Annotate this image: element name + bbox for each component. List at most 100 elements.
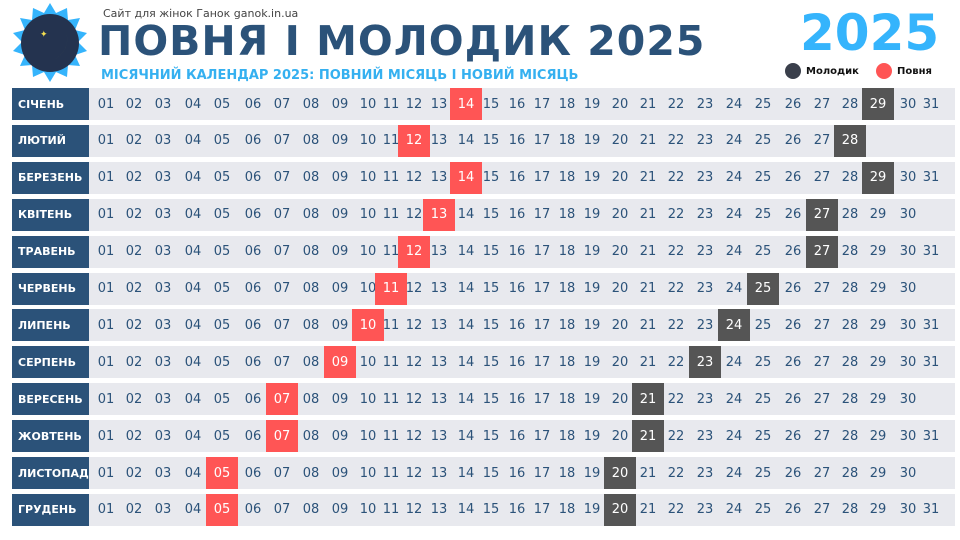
new-moon-day: 29 bbox=[862, 88, 894, 120]
day-cell: 28 bbox=[841, 502, 859, 518]
day-cell: 14 bbox=[457, 244, 475, 260]
day-cell: 30 bbox=[899, 354, 917, 370]
day-cell: 28 bbox=[841, 428, 859, 444]
day-cell: 16 bbox=[508, 354, 526, 370]
day-cell: 14 bbox=[457, 133, 475, 149]
day-cell: 30 bbox=[899, 465, 917, 481]
month-label: ВЕРЕСЕНЬ bbox=[12, 383, 89, 416]
day-cell: 22 bbox=[667, 170, 685, 186]
day-cell: 15 bbox=[482, 207, 500, 223]
day-cell: 18 bbox=[558, 170, 576, 186]
day-cell: 17 bbox=[533, 502, 551, 518]
legend-label: Повня bbox=[897, 65, 932, 77]
day-cell: 05 bbox=[213, 281, 231, 296]
day-cell: 21 bbox=[639, 244, 657, 260]
day-cell: 20 bbox=[611, 391, 629, 407]
day-cell: 13 bbox=[430, 502, 448, 518]
day-cell: 25 bbox=[754, 244, 772, 260]
day-cell: 08 bbox=[302, 354, 320, 370]
day-cell: 01 bbox=[97, 281, 115, 296]
day-cell: 17 bbox=[533, 281, 551, 296]
day-cell: 07 bbox=[273, 170, 291, 186]
day-cell: 18 bbox=[558, 244, 576, 260]
day-cell: 27 bbox=[813, 465, 831, 481]
day-cell: 14 bbox=[457, 391, 475, 407]
day-cell: 05 bbox=[213, 428, 231, 444]
day-cell: 19 bbox=[583, 428, 601, 444]
day-cell: 04 bbox=[184, 133, 202, 149]
day-cell: 14 bbox=[457, 281, 475, 296]
day-cell: 16 bbox=[508, 170, 526, 186]
day-cell: 03 bbox=[154, 133, 172, 149]
day-cell: 24 bbox=[725, 133, 743, 149]
month-row: ЛИСТОПАД 01 02 03 04 05 06 07 08 09 10 11 12 13 14 15 16… bbox=[12, 457, 955, 489]
day-cell: 24 bbox=[725, 428, 743, 444]
new-moon-day: 20 bbox=[604, 493, 636, 526]
day-cell: 12 bbox=[405, 465, 423, 481]
day-cell: 11 bbox=[382, 133, 400, 149]
day-cell: 12 bbox=[405, 317, 423, 333]
day-cell: 08 bbox=[302, 170, 320, 186]
legend-full-moon: Повня bbox=[876, 63, 932, 79]
day-cell: 16 bbox=[508, 244, 526, 260]
day-cell: 25 bbox=[754, 96, 772, 112]
day-cell: 15 bbox=[482, 244, 500, 260]
day-cell: 23 bbox=[696, 502, 714, 518]
day-cell: 12 bbox=[405, 391, 423, 407]
day-cell: 07 bbox=[273, 96, 291, 112]
new-moon-day: 21 bbox=[632, 383, 664, 416]
day-cell: 06 bbox=[244, 281, 262, 296]
day-cell: 04 bbox=[184, 96, 202, 112]
day-cell: 26 bbox=[784, 428, 802, 444]
day-cell: 26 bbox=[784, 465, 802, 481]
day-cell: 18 bbox=[558, 428, 576, 444]
day-cell: 24 bbox=[725, 96, 743, 112]
full-moon-day: 14 bbox=[450, 161, 482, 194]
month-row: ЧЕРВЕНЬ 01 02 03 04 05 06 07 08 09 10 11 12 13 14 15 16 1… bbox=[12, 272, 955, 305]
month-row: ЖОВТЕНЬ 01 02 03 04 05 06 07 08 09 10 11 12 13 14 15 16 1… bbox=[12, 420, 955, 453]
day-cell: 10 bbox=[359, 502, 377, 518]
day-cell: 26 bbox=[784, 391, 802, 407]
day-cell: 03 bbox=[154, 207, 172, 223]
day-cell: 13 bbox=[430, 391, 448, 407]
day-cell: 27 bbox=[813, 96, 831, 112]
day-cell: 11 bbox=[382, 465, 400, 481]
day-cell: 17 bbox=[533, 428, 551, 444]
day-cell: 15 bbox=[482, 465, 500, 481]
day-cell: 10 bbox=[359, 96, 377, 112]
day-cell: 26 bbox=[784, 244, 802, 260]
day-cell: 23 bbox=[696, 391, 714, 407]
day-cell: 13 bbox=[430, 428, 448, 444]
day-cell: 18 bbox=[558, 391, 576, 407]
month-row: СЕРПЕНЬ 01 02 03 04 05 06 07 08 09 10 11 12 13 14 15 16 1… bbox=[12, 346, 955, 379]
day-cell: 11 bbox=[382, 502, 400, 518]
day-cell: 02 bbox=[125, 391, 143, 407]
day-cell: 20 bbox=[611, 133, 629, 149]
day-cell: 19 bbox=[583, 391, 601, 407]
day-cell: 06 bbox=[244, 207, 262, 223]
day-cell: 07 bbox=[273, 207, 291, 223]
day-cell: 02 bbox=[125, 133, 143, 149]
day-cell: 11 bbox=[382, 428, 400, 444]
day-cell: 19 bbox=[583, 96, 601, 112]
day-cell: 08 bbox=[302, 281, 320, 296]
day-cell: 23 bbox=[696, 244, 714, 260]
day-cell: 28 bbox=[841, 281, 859, 296]
day-cell: 07 bbox=[273, 502, 291, 518]
day-cell: 02 bbox=[125, 207, 143, 223]
day-cell: 18 bbox=[558, 354, 576, 370]
day-cell: 10 bbox=[359, 170, 377, 186]
day-cell: 22 bbox=[667, 465, 685, 481]
day-cell: 06 bbox=[244, 465, 262, 481]
month-row: ЛЮТИЙ 01 02 03 04 05 06 07 08 09 10 11 12 13 14 15 16 17 1… bbox=[12, 124, 955, 157]
day-cell: 04 bbox=[184, 354, 202, 370]
day-cell: 06 bbox=[244, 317, 262, 333]
day-cell: 30 bbox=[899, 244, 917, 260]
day-cell: 21 bbox=[639, 170, 657, 186]
day-cell: 09 bbox=[331, 96, 349, 112]
month-row: ЛИПЕНЬ 01 02 03 04 05 06 07 08 09 10 11 12 13 14 15 16 17… bbox=[12, 309, 955, 342]
day-cell: 21 bbox=[639, 465, 657, 481]
legend-new-moon: Молодик bbox=[785, 63, 859, 79]
day-cell: 08 bbox=[302, 317, 320, 333]
